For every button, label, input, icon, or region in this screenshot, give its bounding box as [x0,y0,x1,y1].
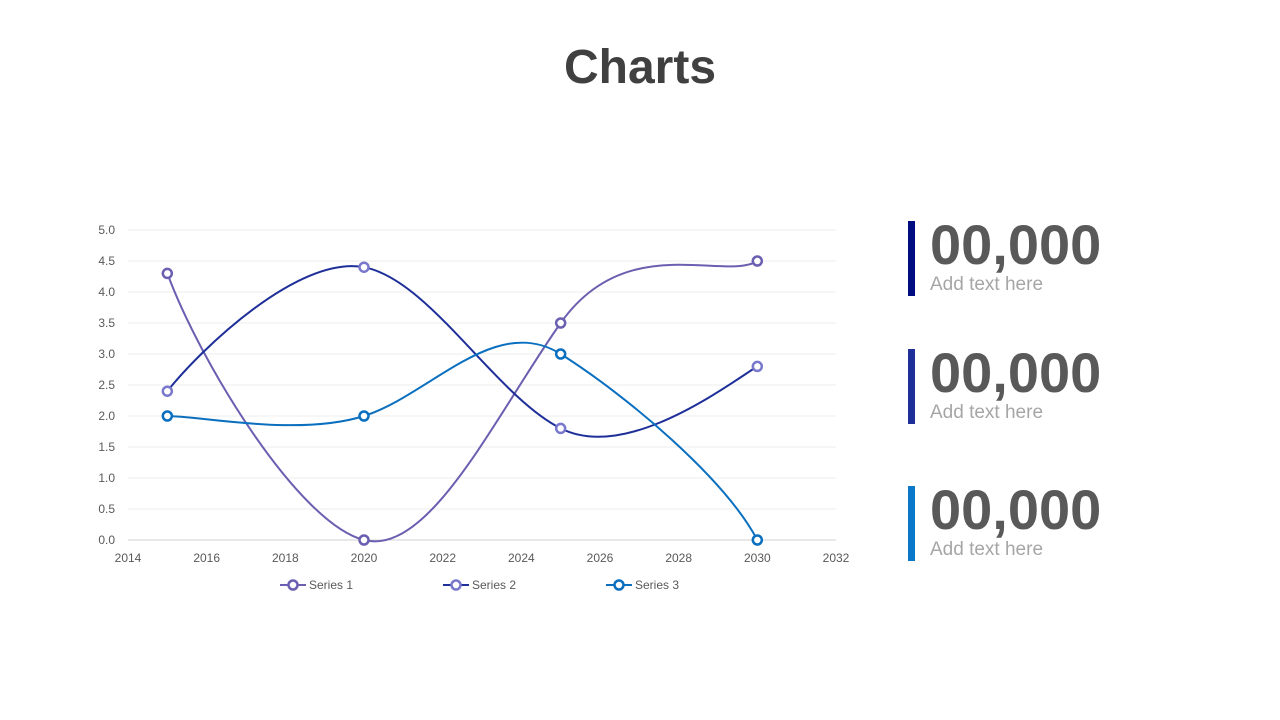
data-point [751,255,764,267]
legend-marker [450,579,462,591]
legend-label: Series 1 [309,578,353,592]
data-point [554,348,567,360]
data-point [161,410,174,422]
line-chart: 0.0 0.5 1.0 1.5 2.0 2.5 3.0 3.5 4.0 4.5 5.0 2014 201… [98,223,849,592]
page-title: Charts [563,41,717,94]
x-tick-label: 2032 [823,551,850,565]
x-tick-label: 2030 [744,551,771,565]
x-tick-label: 2022 [429,551,456,565]
data-point [358,261,370,273]
series-line [166,265,758,438]
legend-label: Series 3 [635,578,679,592]
stat-value: 00,000 [930,213,1102,276]
data-point [358,534,370,546]
data-point [161,267,174,280]
data-point [358,410,370,422]
stat-value: 00,000 [930,478,1102,541]
y-tick-label: 0.0 [98,533,115,547]
chart-series [161,255,764,546]
x-tick-label: 2018 [272,551,299,565]
stat-accent-bar [908,349,915,424]
stat-value: 00,000 [930,341,1102,404]
y-tick-label: 2.0 [98,409,115,423]
data-point [161,385,174,397]
stat-accent-bar [908,221,915,296]
x-tick-label: 2016 [193,551,220,565]
y-tick-label: 4.5 [98,254,115,268]
data-point [554,422,567,435]
x-tick-label: 2028 [665,551,692,565]
data-point [751,360,764,373]
legend-label: Series 2 [472,578,516,592]
legend-marker [287,579,299,591]
x-tick-label: 2024 [508,551,535,565]
y-tick-label: 2.5 [98,378,115,392]
y-tick-label: 1.5 [98,440,115,454]
x-tick-label: 2014 [115,551,142,565]
y-tick-label: 5.0 [98,223,115,237]
stat-caption: Add text here [930,539,1044,560]
x-tick-label: 2026 [587,551,614,565]
y-tick-label: 3.0 [98,347,115,361]
y-tick-label: 0.5 [98,502,115,516]
y-tick-label: 4.0 [98,285,115,299]
chart-gridlines [128,229,836,541]
y-tick-label: 3.5 [98,316,115,330]
chart-axes: 0.0 0.5 1.0 1.5 2.0 2.5 3.0 3.5 4.0 4.5 5.0 2014 201… [98,223,849,565]
data-point [554,317,567,329]
stat-caption: Add text here [930,402,1044,423]
series-line [167,341,759,541]
y-tick-label: 1.0 [98,471,115,485]
stat-caption: Add text here [930,274,1044,295]
stat-accent-bar [908,486,915,561]
data-point [751,534,764,546]
legend-marker [613,579,625,591]
x-tick-label: 2020 [351,551,378,565]
series-line [166,260,758,543]
chart-legend: Series 1 Series 2 Series 3 [280,578,679,592]
